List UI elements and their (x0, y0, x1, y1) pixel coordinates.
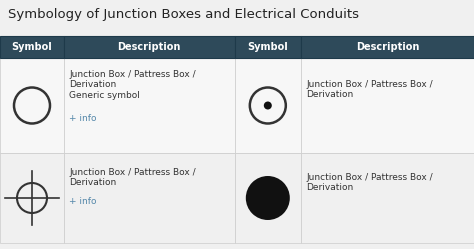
Bar (301, 58, 474, 153)
Text: Description: Description (118, 42, 181, 52)
Bar (0, 58, 64, 153)
Bar (235, 153, 301, 243)
Bar (235, 58, 301, 153)
Text: Junction Box / Pattress Box /
Derivation
Generic symbol: Junction Box / Pattress Box / Derivation… (69, 70, 196, 100)
Text: Symbol: Symbol (12, 42, 52, 52)
Circle shape (264, 102, 272, 110)
Circle shape (246, 176, 290, 220)
Text: Symbology of Junction Boxes and Electrical Conduits: Symbology of Junction Boxes and Electric… (8, 8, 359, 21)
Bar (0, 153, 64, 243)
Bar (64, 153, 235, 243)
Text: Junction Box / Pattress Box /
Derivation: Junction Box / Pattress Box / Derivation (306, 80, 433, 99)
Text: Junction Box / Pattress Box /
Derivation: Junction Box / Pattress Box / Derivation (306, 173, 433, 192)
Bar (301, 36, 474, 58)
Bar (0, 36, 64, 58)
Text: Symbol: Symbol (247, 42, 288, 52)
Bar (235, 36, 301, 58)
Text: Junction Box / Pattress Box /
Derivation: Junction Box / Pattress Box / Derivation (69, 168, 196, 187)
Text: + info: + info (69, 197, 97, 206)
Bar (64, 36, 235, 58)
Bar (64, 58, 235, 153)
Text: + info: + info (69, 114, 97, 123)
Bar (301, 153, 474, 243)
Text: Description: Description (356, 42, 419, 52)
